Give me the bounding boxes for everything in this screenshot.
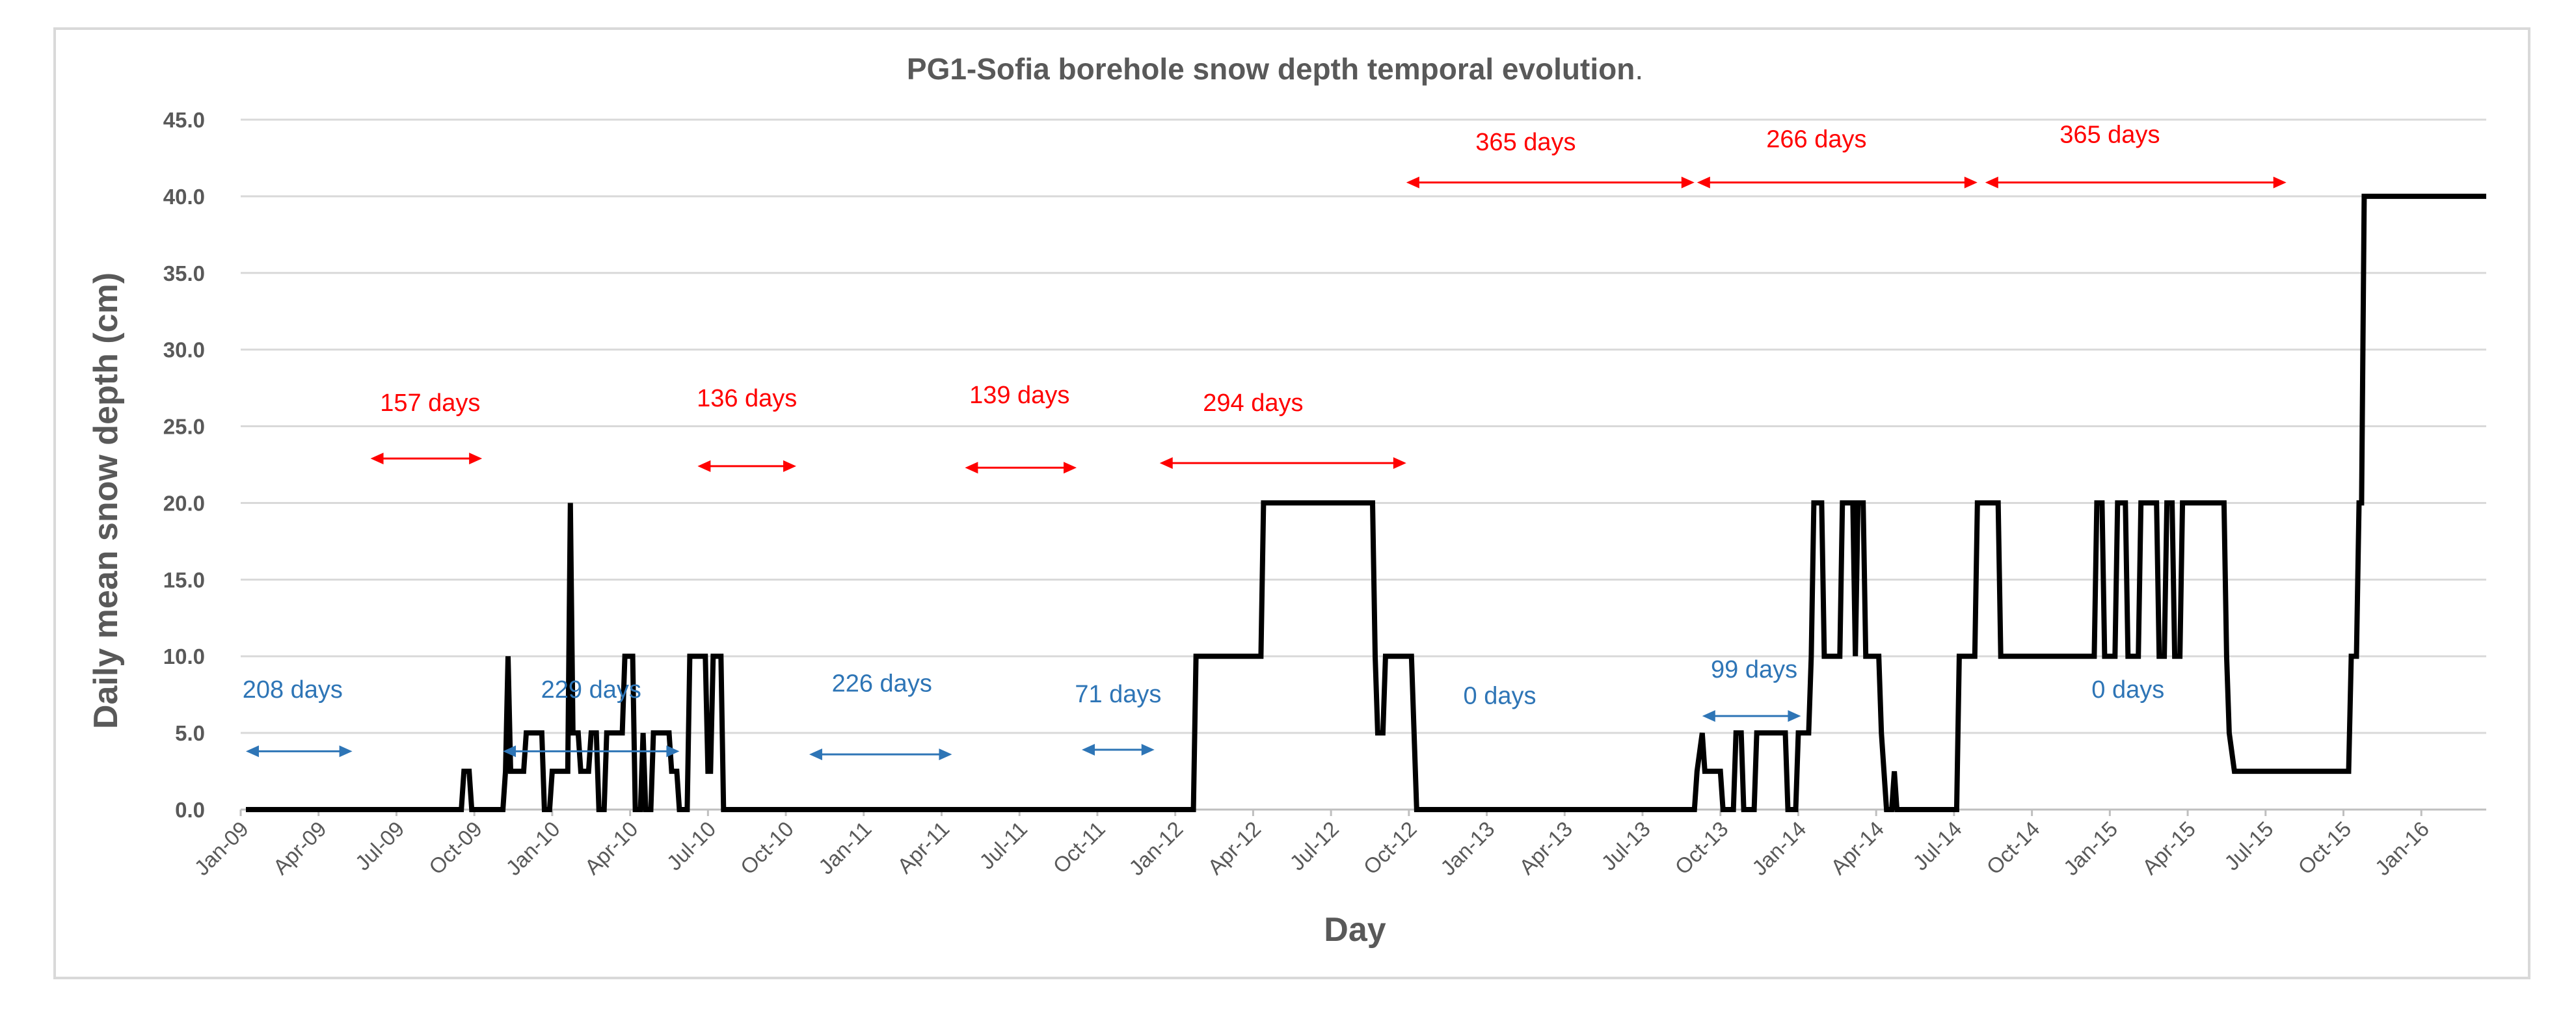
- annotation-blue: 99 days: [1702, 656, 1801, 722]
- chart-title: PG1-Sofia borehole snow depth temporal e…: [907, 52, 1643, 86]
- arrow-head: [666, 745, 680, 758]
- annotation-label: 99 days: [1711, 656, 1797, 683]
- arrow-head: [339, 745, 353, 758]
- arrow-head: [1697, 176, 1710, 189]
- arrow-head: [245, 745, 259, 758]
- annotation-label: 0 days: [2091, 676, 2164, 704]
- y-tick-label: 5.0: [175, 721, 205, 745]
- annotation-label: 71 days: [1075, 681, 1161, 708]
- arrow-head: [503, 745, 517, 758]
- arrow-head: [1681, 176, 1695, 189]
- arrow-head: [370, 453, 384, 465]
- annotation-label: 229 days: [541, 676, 641, 704]
- arrow-head: [1141, 744, 1155, 756]
- y-tick-label: 10.0: [163, 644, 205, 668]
- annotation-red: 365 days: [1985, 121, 2287, 189]
- arrow-head: [1964, 176, 1978, 189]
- y-tick-label: 40.0: [163, 185, 205, 209]
- chart-title-text: PG1-Sofia borehole snow depth temporal e…: [907, 52, 1635, 86]
- y-tick-label: 35.0: [163, 261, 205, 285]
- arrow-head: [1064, 462, 1077, 474]
- annotation-label: 365 days: [1475, 129, 1576, 156]
- arrow-head: [1406, 176, 1419, 189]
- y-tick-label: 45.0: [163, 108, 205, 132]
- annotation-label: 0 days: [1464, 682, 1536, 709]
- arrow-head: [2273, 176, 2287, 189]
- arrow-head: [939, 748, 952, 761]
- arrow-head: [783, 460, 797, 472]
- annotation-blue: 71 days: [1075, 681, 1161, 756]
- y-tick-labels: 0.0 5.0 10.0 15.0 20.0 25.0 30.0 35.0 40.0 45.0: [163, 108, 205, 822]
- arrow-head: [697, 460, 711, 472]
- annotation-red: 136 days: [697, 385, 797, 472]
- series-layer: [246, 193, 2486, 812]
- arrow-head: [1393, 457, 1406, 469]
- annotation-blue: 226 days: [809, 670, 952, 761]
- arrow-head: [1788, 710, 1801, 722]
- annotation-label: 294 days: [1203, 390, 1303, 417]
- y-tick-label: 0.0: [175, 798, 205, 822]
- annotation-blue: 229 days: [503, 676, 680, 758]
- annotation-red: 294 days: [1159, 390, 1406, 469]
- annotation-label: 157 days: [380, 390, 480, 417]
- arrow-head: [809, 748, 822, 761]
- annotation-red: 157 days: [370, 390, 483, 465]
- arrow-head: [1159, 457, 1173, 469]
- annotation-label: 136 days: [697, 385, 797, 412]
- chart-title-suffix: .: [1635, 52, 1643, 86]
- y-tick-label: 30.0: [163, 338, 205, 362]
- arrow-head: [1985, 176, 1998, 189]
- y-tick-label: 25.0: [163, 415, 205, 439]
- annotation-red: 365 days: [1406, 129, 1695, 189]
- arrow-head: [469, 453, 483, 465]
- annotation-blue: 208 days: [243, 676, 353, 758]
- annotation-red: 266 days: [1697, 125, 1978, 189]
- y-tick-label: 15.0: [163, 568, 205, 592]
- annotation-label: 365 days: [2059, 121, 2160, 148]
- annotation-label: 208 days: [243, 676, 343, 704]
- annotation-blue: 0 days: [2091, 676, 2164, 704]
- y-tick-label: 20.0: [163, 491, 205, 515]
- annotation-label: 266 days: [1766, 125, 1866, 153]
- annotation-red: 139 days: [965, 382, 1077, 474]
- arrow-head: [1082, 744, 1095, 756]
- annotation-blue: 0 days: [1464, 682, 1536, 709]
- arrow-head: [1702, 710, 1715, 722]
- annotation-label: 226 days: [832, 670, 932, 697]
- series-line-snow-depth: [246, 193, 2486, 812]
- y-axis-label: Daily mean snow depth (cm): [87, 272, 125, 729]
- arrow-head: [965, 462, 978, 474]
- x-axis-label: Day: [1324, 911, 1386, 949]
- annotation-label: 139 days: [969, 382, 1069, 409]
- annotations: 208 days 157 days 229 days 136 days 226 days…: [243, 121, 2287, 761]
